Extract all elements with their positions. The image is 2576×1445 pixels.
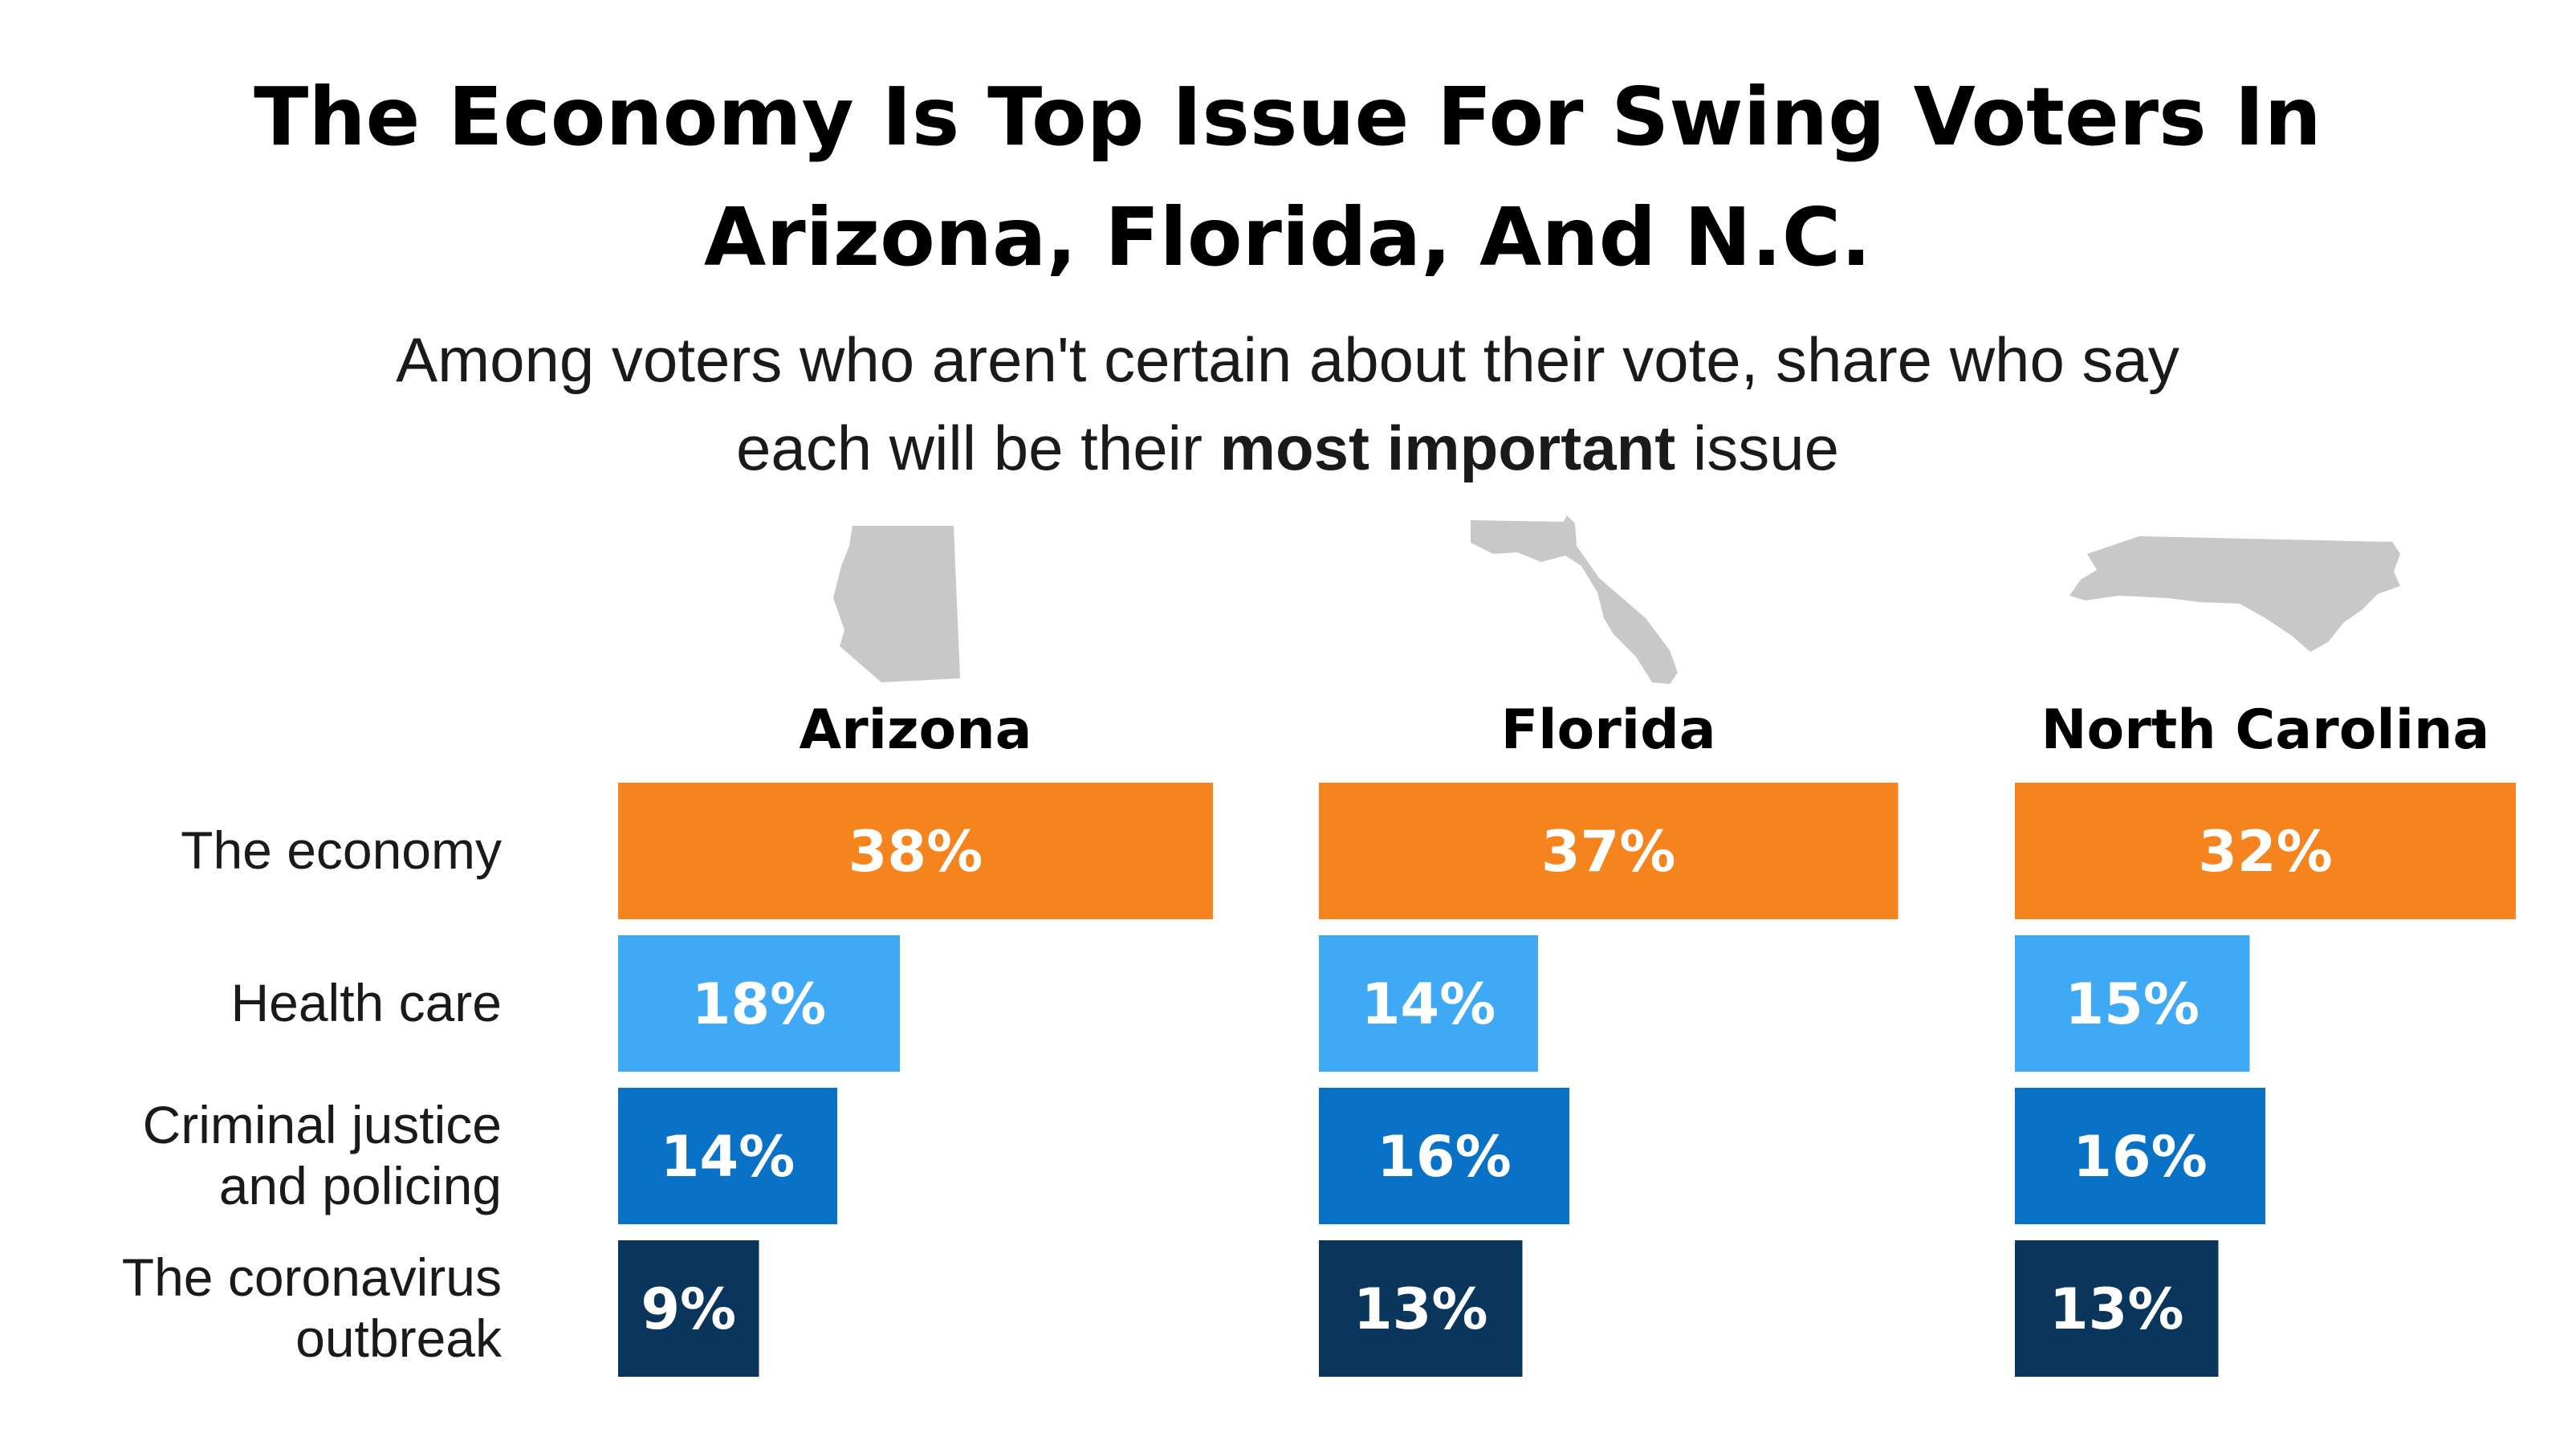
value-label-florida-the-economy: 37% (1541, 819, 1676, 885)
bar-arizona-the-coronavirus-outbreak (618, 1240, 759, 1377)
category-label-criminal-justice-and-policing-line-2: and policing (219, 1156, 502, 1215)
florida-shape (1471, 515, 1678, 684)
bar-florida-the-coronavirus-outbreak (1319, 1240, 1523, 1377)
value-label-north-carolina-the-economy: 32% (2198, 819, 2333, 885)
bar-arizona-health-care (618, 935, 900, 1072)
bar-florida-health-care (1319, 935, 1538, 1072)
arizona-shape (833, 526, 960, 682)
state-shapes (833, 515, 2400, 684)
value-label-arizona-criminal-justice-and-policing: 14% (661, 1124, 796, 1190)
subtitle-text-before: each will be their (736, 413, 1220, 483)
value-label-florida-criminal-justice-and-policing: 16% (1377, 1124, 1512, 1190)
category-labels: The economy Health care Criminal justicean… (122, 820, 503, 1368)
chart-subtitle-line-2: each will be their most important issue (736, 413, 1839, 483)
titles: The Economy Is Top Issue For Swing Voter… (254, 70, 2322, 483)
bar-arizona-criminal-justice-and-policing (618, 1088, 837, 1224)
value-label-arizona-health-care: 18% (692, 971, 827, 1037)
value-label-florida-the-coronavirus-outbreak: 13% (1353, 1276, 1488, 1342)
bar-florida-criminal-justice-and-policing (1319, 1088, 1569, 1224)
bar-florida-the-economy (1319, 783, 1898, 919)
bar-north-carolina-health-care (2015, 935, 2250, 1072)
chart-title-line-2: Arizona, Florida, And N.C. (704, 190, 1871, 284)
subtitle-text-bold: most important (1220, 413, 1676, 483)
panel-florida: Florida 37% 14% 16% 13% (1319, 698, 1898, 1377)
value-label-florida-health-care: 14% (1361, 971, 1496, 1037)
bar-arizona-the-economy (618, 783, 1213, 919)
panel-arizona: Arizona 38% 18% 14% 9% (618, 698, 1213, 1377)
panel-north-carolina: North Carolina 32% 15% 16% 13% (2015, 698, 2516, 1377)
category-label-health-care: Health care (230, 973, 502, 1032)
category-label-the-economy: The economy (181, 820, 502, 880)
chart-title-line-1: The Economy Is Top Issue For Swing Voter… (254, 70, 2322, 164)
category-label-the-coronavirus-outbreak-line-2: outbreak (295, 1309, 503, 1368)
panels: Arizona38%18%14%9%Florida37%14%16%13%Nor… (618, 698, 2516, 1377)
value-label-north-carolina-health-care: 15% (2065, 971, 2200, 1037)
north-carolina-shape (2069, 536, 2400, 652)
value-label-arizona-the-coronavirus-outbreak: 9% (641, 1276, 736, 1342)
bar-north-carolina-the-economy (2015, 783, 2516, 919)
state-label-arizona: Arizona (799, 698, 1032, 762)
value-label-arizona-the-economy: 38% (848, 819, 983, 885)
category-label-criminal-justice-and-policing-line-1: Criminal justice (143, 1095, 502, 1154)
subtitle-text-after: issue (1675, 413, 1839, 483)
bar-north-carolina-the-coronavirus-outbreak (2015, 1240, 2219, 1377)
state-label-north-carolina: North Carolina (2041, 698, 2490, 762)
chart-subtitle-line-1: Among voters who aren't certain about th… (396, 324, 2179, 395)
value-label-north-carolina-the-coronavirus-outbreak: 13% (2049, 1276, 2184, 1342)
state-label-florida: Florida (1501, 698, 1716, 762)
category-label-the-coronavirus-outbreak-line-1: The coronavirus (122, 1248, 502, 1307)
bar-north-carolina-criminal-justice-and-policing (2015, 1088, 2265, 1224)
value-label-north-carolina-criminal-justice-and-policing: 16% (2073, 1124, 2208, 1190)
